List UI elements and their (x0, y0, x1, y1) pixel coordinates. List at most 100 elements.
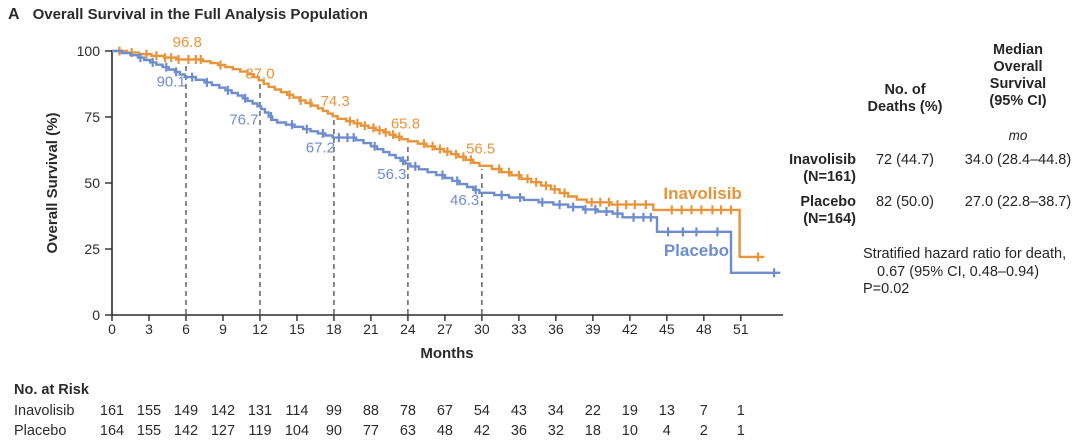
x-tick-label: 36 (548, 321, 564, 337)
median-column-header: Median Overall Survival (95% CI) (989, 42, 1047, 109)
x-tick-label: 48 (696, 321, 712, 337)
at-risk-count: 4 (663, 423, 671, 439)
y-tick-label: 25 (84, 241, 100, 257)
x-axis-title: Months (420, 345, 473, 362)
at-risk-count: 90 (326, 423, 342, 439)
x-tick-label: 6 (182, 321, 190, 337)
at-risk-count: 1 (737, 403, 745, 419)
at-risk-count: 78 (400, 403, 416, 419)
at-risk-count: 63 (400, 423, 416, 439)
x-tick-label: 51 (733, 321, 749, 337)
hazard-ratio-note: Stratified hazard ratio for death, 0.67 … (863, 246, 1080, 299)
at-risk-count: 104 (285, 423, 309, 439)
x-tick-label: 42 (622, 321, 638, 337)
annotation-inavolisib: 96.8 (173, 34, 202, 51)
curve-placebo (112, 49, 781, 274)
at-risk-count: 7 (700, 403, 708, 419)
at-risk-row-label: Placebo (14, 423, 66, 439)
at-risk-count: 34 (548, 403, 564, 419)
annotation-inavolisib: 74.3 (321, 93, 350, 110)
group-name-inavolisib: Inavolisib (789, 152, 856, 168)
at-risk-count: 119 (248, 423, 271, 439)
hazard-note-line2: 0.67 (95% CI, 0.48–0.94) (877, 263, 1040, 280)
x-tick-label: 18 (326, 321, 342, 337)
annotation-placebo: 76.7 (229, 112, 258, 129)
x-tick-label: 9 (219, 321, 227, 337)
summary-row-inavolisib-label: Inavolisib (N=161) (768, 152, 856, 186)
at-risk-count: 155 (137, 423, 161, 439)
at-risk-count: 164 (100, 423, 124, 439)
annotation-placebo: 56.3 (377, 166, 406, 183)
figure-title: A Overall Survival in the Full Analysis … (8, 6, 368, 24)
y-tick-label: 0 (92, 307, 100, 323)
x-tick-label: 24 (400, 321, 416, 337)
annotation-inavolisib: 87.0 (245, 65, 274, 82)
units-label: mo (1008, 128, 1028, 143)
at-risk-count: 131 (248, 403, 272, 419)
at-risk-count: 161 (100, 403, 124, 419)
at-risk-count: 142 (174, 423, 198, 439)
annotation-inavolisib: 56.5 (466, 141, 495, 158)
hazard-note-line1: Stratified hazard ratio for death, (863, 246, 1067, 262)
x-tick-label: 12 (252, 321, 268, 337)
at-risk-count: 99 (326, 403, 342, 419)
at-risk-count: 1 (737, 423, 745, 439)
at-risk-count: 77 (363, 423, 379, 439)
curve-label-placebo: Placebo (664, 241, 729, 260)
placebo-deaths-value: 82 (50.0) (875, 194, 935, 210)
x-tick-label: 33 (511, 321, 527, 337)
group-name-placebo: Placebo (800, 194, 856, 210)
at-risk-row-label: Inavolisib (14, 403, 74, 419)
at-risk-count: 88 (363, 403, 379, 419)
title-text: Overall Survival in the Full Analysis Po… (32, 6, 368, 23)
placebo-median-value: 27.0 (22.8–38.7) (964, 194, 1072, 210)
group-n-inavolisib: (N=161) (803, 169, 856, 185)
deaths-column-header: No. of Deaths (%) (867, 82, 943, 115)
x-tick-label: 15 (289, 321, 305, 337)
group-n-placebo: (N=164) (803, 211, 856, 227)
annotation-placebo: 46.3 (450, 192, 479, 209)
summary-row-placebo-label: Placebo (N=164) (768, 194, 856, 228)
summary-panel: No. of Deaths (%) Median Overall Surviva… (768, 0, 1080, 441)
x-tick-label: 45 (659, 321, 675, 337)
at-risk-count: 19 (622, 403, 638, 419)
x-tick-label: 30 (474, 321, 490, 337)
at-risk-count: 13 (659, 403, 675, 419)
at-risk-count: 18 (585, 423, 601, 439)
at-risk-count: 2 (700, 423, 708, 439)
at-risk-count: 127 (211, 423, 235, 439)
curve-inavolisib (112, 49, 765, 259)
x-tick-label: 3 (145, 321, 153, 337)
annotation-inavolisib: 65.8 (391, 116, 420, 133)
at-risk-count: 114 (285, 403, 308, 419)
y-axis-title: Overall Survival (%) (44, 113, 61, 254)
at-risk-header: No. at Risk (14, 382, 90, 398)
y-tick-label: 75 (84, 109, 100, 125)
at-risk-count: 48 (437, 423, 453, 439)
at-risk-count: 54 (474, 403, 490, 419)
at-risk-count: 22 (585, 403, 601, 419)
x-tick-label: 0 (108, 321, 116, 337)
x-tick-label: 39 (585, 321, 601, 337)
inavolisib-median-value: 34.0 (28.4–44.8) (964, 152, 1072, 168)
y-tick-label: 100 (77, 43, 101, 59)
inavolisib-deaths-value: 72 (44.7) (875, 152, 935, 168)
annotation-placebo: 90.1 (157, 73, 186, 90)
at-risk-count: 67 (437, 403, 453, 419)
at-risk-count: 149 (174, 403, 198, 419)
at-risk-count: 32 (548, 423, 564, 439)
at-risk-count: 42 (474, 423, 490, 439)
curve-label-inavolisib: Inavolisib (663, 184, 741, 203)
at-risk-count: 43 (511, 403, 527, 419)
hazard-note-line3: P=0.02 (863, 281, 910, 297)
x-tick-label: 27 (437, 321, 453, 337)
panel-letter: A (8, 6, 20, 23)
at-risk-count: 155 (137, 403, 161, 419)
y-tick-label: 50 (84, 175, 100, 191)
at-risk-count: 10 (622, 423, 638, 439)
at-risk-count: 36 (511, 423, 527, 439)
annotation-placebo: 67.2 (306, 139, 335, 156)
x-tick-label: 21 (363, 321, 379, 337)
